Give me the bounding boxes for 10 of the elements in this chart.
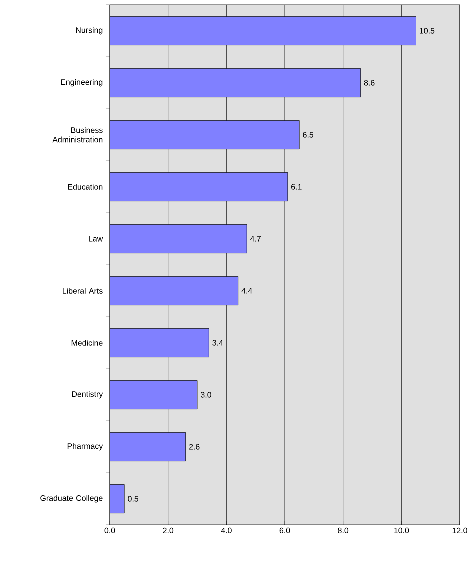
bar	[110, 276, 238, 306]
bar	[110, 328, 210, 358]
bar	[110, 172, 288, 202]
bar	[110, 16, 416, 46]
bar	[110, 484, 125, 514]
bar	[110, 224, 248, 254]
bar	[110, 380, 198, 410]
bar	[110, 68, 361, 98]
bar	[110, 120, 300, 150]
bar	[110, 432, 186, 462]
